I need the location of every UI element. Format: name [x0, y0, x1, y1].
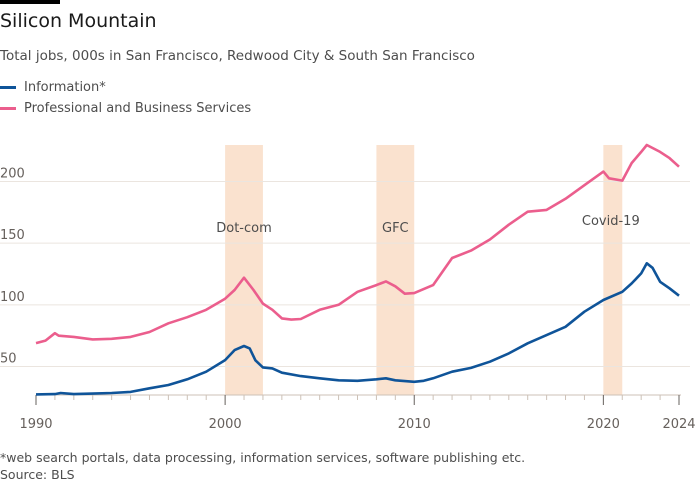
- legend-label: Information*: [24, 80, 106, 95]
- footnote: *web search portals, data processing, in…: [0, 450, 526, 465]
- chart-subtitle: Total jobs, 000s in San Francisco, Redwo…: [0, 48, 475, 64]
- legend-swatch-information: [0, 86, 16, 89]
- x-tick-label: 2010: [398, 417, 431, 432]
- y-tick-label: 200: [0, 167, 25, 182]
- x-tick-label: 2000: [209, 417, 242, 432]
- period-label: Dot-com: [216, 221, 272, 236]
- legend-item-information: Information*: [0, 80, 106, 95]
- x-tick-label: 2024: [662, 417, 695, 432]
- shaded-period-gfc: [376, 145, 415, 395]
- legend-label: Professional and Business Services: [24, 101, 252, 116]
- shaded-period-covid-19: [603, 145, 623, 395]
- period-label: GFC: [382, 221, 409, 236]
- series-line-professional-business-services: [35, 143, 680, 345]
- x-tick-label: 2020: [587, 417, 620, 432]
- source: Source: BLS: [0, 467, 75, 482]
- y-tick-label: 150: [0, 228, 25, 243]
- legend-item-pbs: Professional and Business Services: [0, 101, 251, 116]
- brand-bar: [0, 0, 60, 4]
- x-tick-label: 1990: [19, 417, 52, 432]
- series-line-information: [35, 262, 680, 396]
- period-label: Covid-19: [582, 214, 640, 229]
- y-tick-label: 100: [0, 290, 25, 305]
- legend-swatch-pbs: [0, 107, 16, 110]
- chart-title: Silicon Mountain: [0, 10, 157, 32]
- shaded-period-dot-com: [225, 145, 263, 395]
- y-tick-label: 50: [0, 352, 17, 367]
